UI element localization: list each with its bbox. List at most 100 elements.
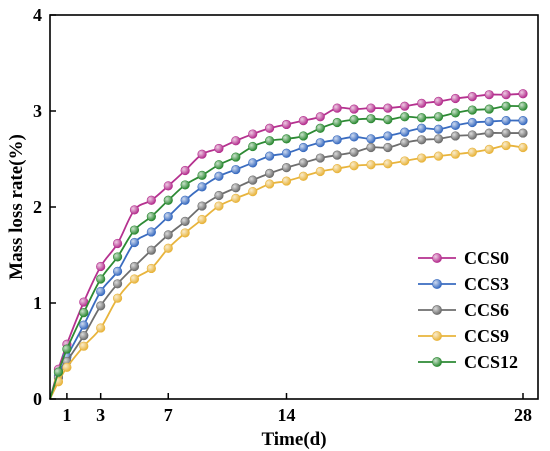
data-point-ccs3	[96, 286, 106, 297]
data-point-ccs3	[180, 195, 190, 205]
data-point-ccs6	[332, 150, 342, 160]
data-point-ccs12	[265, 136, 275, 146]
data-point-ccs9	[281, 176, 292, 186]
data-point-ccs3	[433, 124, 444, 134]
x-tick-label: 3	[96, 405, 105, 425]
legend-marker-ccs6	[432, 305, 442, 315]
data-point-ccs0	[366, 103, 376, 113]
data-point-ccs0	[315, 112, 325, 122]
data-point-ccs6	[129, 261, 140, 272]
data-point-ccs6	[96, 301, 106, 311]
data-point-ccs3	[112, 266, 123, 276]
data-point-ccs12	[315, 123, 325, 133]
data-point-ccs3	[214, 171, 224, 181]
data-point-ccs9	[417, 153, 427, 163]
data-point-ccs3	[231, 164, 241, 175]
data-point-ccs9	[248, 187, 258, 197]
data-point-ccs0	[129, 205, 140, 215]
x-axis-label: Time(d)	[261, 429, 326, 450]
data-point-ccs9	[197, 214, 207, 225]
y-tick-label: 0	[33, 389, 42, 409]
data-point-ccs12	[129, 225, 140, 235]
data-point-ccs12	[53, 367, 64, 377]
data-point-ccs3	[79, 320, 89, 330]
data-point-ccs3	[349, 132, 359, 142]
data-point-ccs9	[366, 160, 376, 170]
data-point-ccs9	[112, 293, 123, 303]
data-point-ccs6	[265, 168, 275, 178]
legend-label-ccs6: CCS6	[464, 300, 509, 320]
data-point-ccs0	[231, 136, 241, 146]
data-point-ccs3	[484, 116, 494, 127]
data-point-ccs12	[400, 112, 410, 122]
data-point-ccs6	[450, 131, 461, 141]
data-point-ccs12	[383, 115, 393, 125]
data-point-ccs9	[298, 171, 308, 181]
data-point-ccs6	[501, 128, 511, 138]
data-point-ccs0	[265, 123, 275, 133]
series-layer	[49, 89, 528, 400]
x-tick-label: 7	[164, 405, 173, 425]
data-point-ccs3	[383, 131, 393, 141]
data-point-ccs9	[180, 228, 190, 238]
data-point-ccs0	[197, 149, 207, 159]
legend-marker-ccs0	[432, 253, 442, 263]
data-point-ccs3	[129, 237, 140, 248]
data-point-ccs12	[146, 212, 156, 222]
data-point-ccs3	[281, 148, 292, 158]
data-point-ccs3	[400, 127, 410, 137]
data-point-ccs0	[417, 98, 427, 108]
data-point-ccs12	[298, 131, 308, 141]
x-tick-label: 28	[514, 405, 532, 425]
data-point-ccs12	[163, 195, 173, 205]
data-point-ccs0	[96, 261, 106, 272]
data-point-ccs9	[79, 341, 89, 351]
data-point-ccs9	[146, 263, 156, 274]
data-point-ccs0	[450, 93, 461, 104]
data-point-ccs0	[146, 195, 156, 205]
data-point-ccs3	[298, 142, 308, 153]
data-point-ccs6	[248, 175, 258, 185]
data-point-ccs0	[112, 238, 123, 249]
data-point-ccs12	[248, 141, 258, 152]
data-point-ccs6	[383, 142, 393, 153]
data-point-ccs0	[383, 103, 393, 113]
x-tick-label: 14	[278, 405, 296, 425]
data-point-ccs6	[366, 142, 376, 153]
data-point-ccs6	[146, 245, 156, 255]
data-point-ccs0	[281, 119, 292, 130]
data-point-ccs6	[417, 135, 427, 145]
data-point-ccs0	[163, 181, 173, 191]
data-point-ccs12	[112, 252, 123, 262]
data-point-ccs12	[501, 101, 511, 111]
data-point-ccs12	[214, 160, 224, 170]
data-point-ccs3	[315, 138, 325, 148]
y-axis-label: Mass loss rate(%)	[6, 134, 27, 280]
data-point-ccs9	[265, 179, 275, 189]
data-point-ccs6	[79, 331, 89, 341]
data-point-ccs9	[332, 164, 342, 174]
data-point-ccs6	[484, 128, 494, 138]
data-point-ccs3	[248, 158, 258, 168]
data-point-ccs3	[366, 134, 376, 144]
data-point-ccs12	[96, 274, 106, 284]
data-point-ccs12	[450, 108, 461, 118]
data-point-ccs6	[433, 134, 444, 144]
legend-marker-ccs3	[432, 279, 442, 289]
data-point-ccs3	[417, 123, 427, 133]
data-point-ccs9	[62, 362, 72, 372]
data-point-ccs0	[180, 165, 190, 176]
data-point-ccs6	[349, 147, 359, 157]
data-point-ccs12	[518, 101, 528, 111]
data-point-ccs0	[349, 104, 359, 114]
data-point-ccs6	[180, 216, 190, 226]
data-point-ccs12	[484, 104, 494, 114]
legend-marker-ccs12	[432, 357, 442, 367]
data-point-ccs9	[467, 147, 477, 157]
legend: CCS0 CCS3 CCS6 CCS9 CCS12	[418, 248, 518, 372]
data-point-ccs0	[332, 103, 342, 113]
data-point-ccs0	[298, 115, 308, 126]
data-point-ccs12	[349, 115, 359, 125]
